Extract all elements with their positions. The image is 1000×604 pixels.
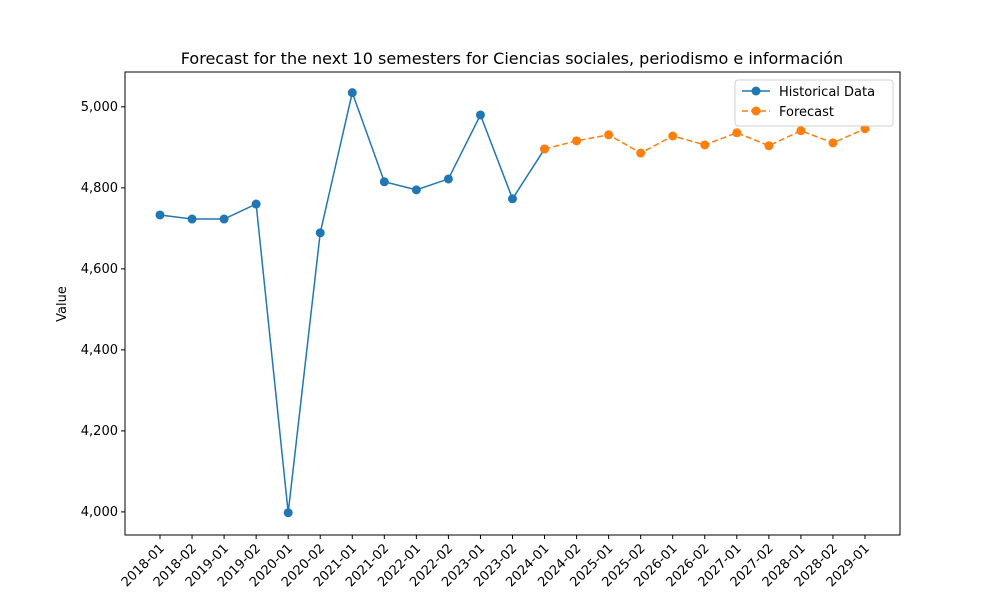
chart-title: Forecast for the next 10 semesters for C… — [181, 49, 843, 68]
legend-label: Historical Data — [779, 85, 875, 100]
data-point — [155, 210, 165, 220]
data-point — [732, 128, 742, 138]
data-point — [508, 194, 517, 204]
y-tick-label: 4,800 — [81, 181, 118, 196]
data-point — [604, 130, 614, 140]
data-point — [219, 214, 229, 224]
y-tick-label: 5,000 — [81, 100, 118, 115]
data-point — [668, 131, 678, 141]
y-axis-label: Value — [55, 286, 70, 322]
y-tick-label: 4,200 — [81, 424, 118, 439]
data-point — [283, 508, 293, 518]
data-point — [379, 177, 389, 187]
data-point — [187, 214, 197, 224]
data-point — [475, 110, 485, 120]
data-point — [347, 88, 357, 98]
legend-marker — [751, 86, 761, 96]
y-tick-label: 4,600 — [81, 262, 118, 277]
series-line — [159, 89, 546, 513]
legend: Historical Data Forecast — [734, 79, 894, 127]
data-point — [764, 141, 774, 151]
data-point — [572, 136, 582, 146]
legend-marker — [751, 106, 761, 116]
data-point — [540, 144, 550, 154]
data-point — [700, 140, 710, 150]
data-point — [636, 148, 646, 158]
y-tick-label: 4,000 — [81, 505, 118, 520]
data-point — [828, 138, 838, 148]
y-tick-label: 4,400 — [81, 343, 118, 358]
data-point — [796, 126, 806, 136]
data-point — [443, 174, 453, 184]
data-point — [315, 228, 325, 238]
legend-box — [734, 79, 894, 127]
plot-frame — [124, 71, 901, 536]
legend-label: Forecast — [779, 105, 834, 120]
data-point — [411, 185, 421, 195]
data-point — [251, 199, 261, 209]
